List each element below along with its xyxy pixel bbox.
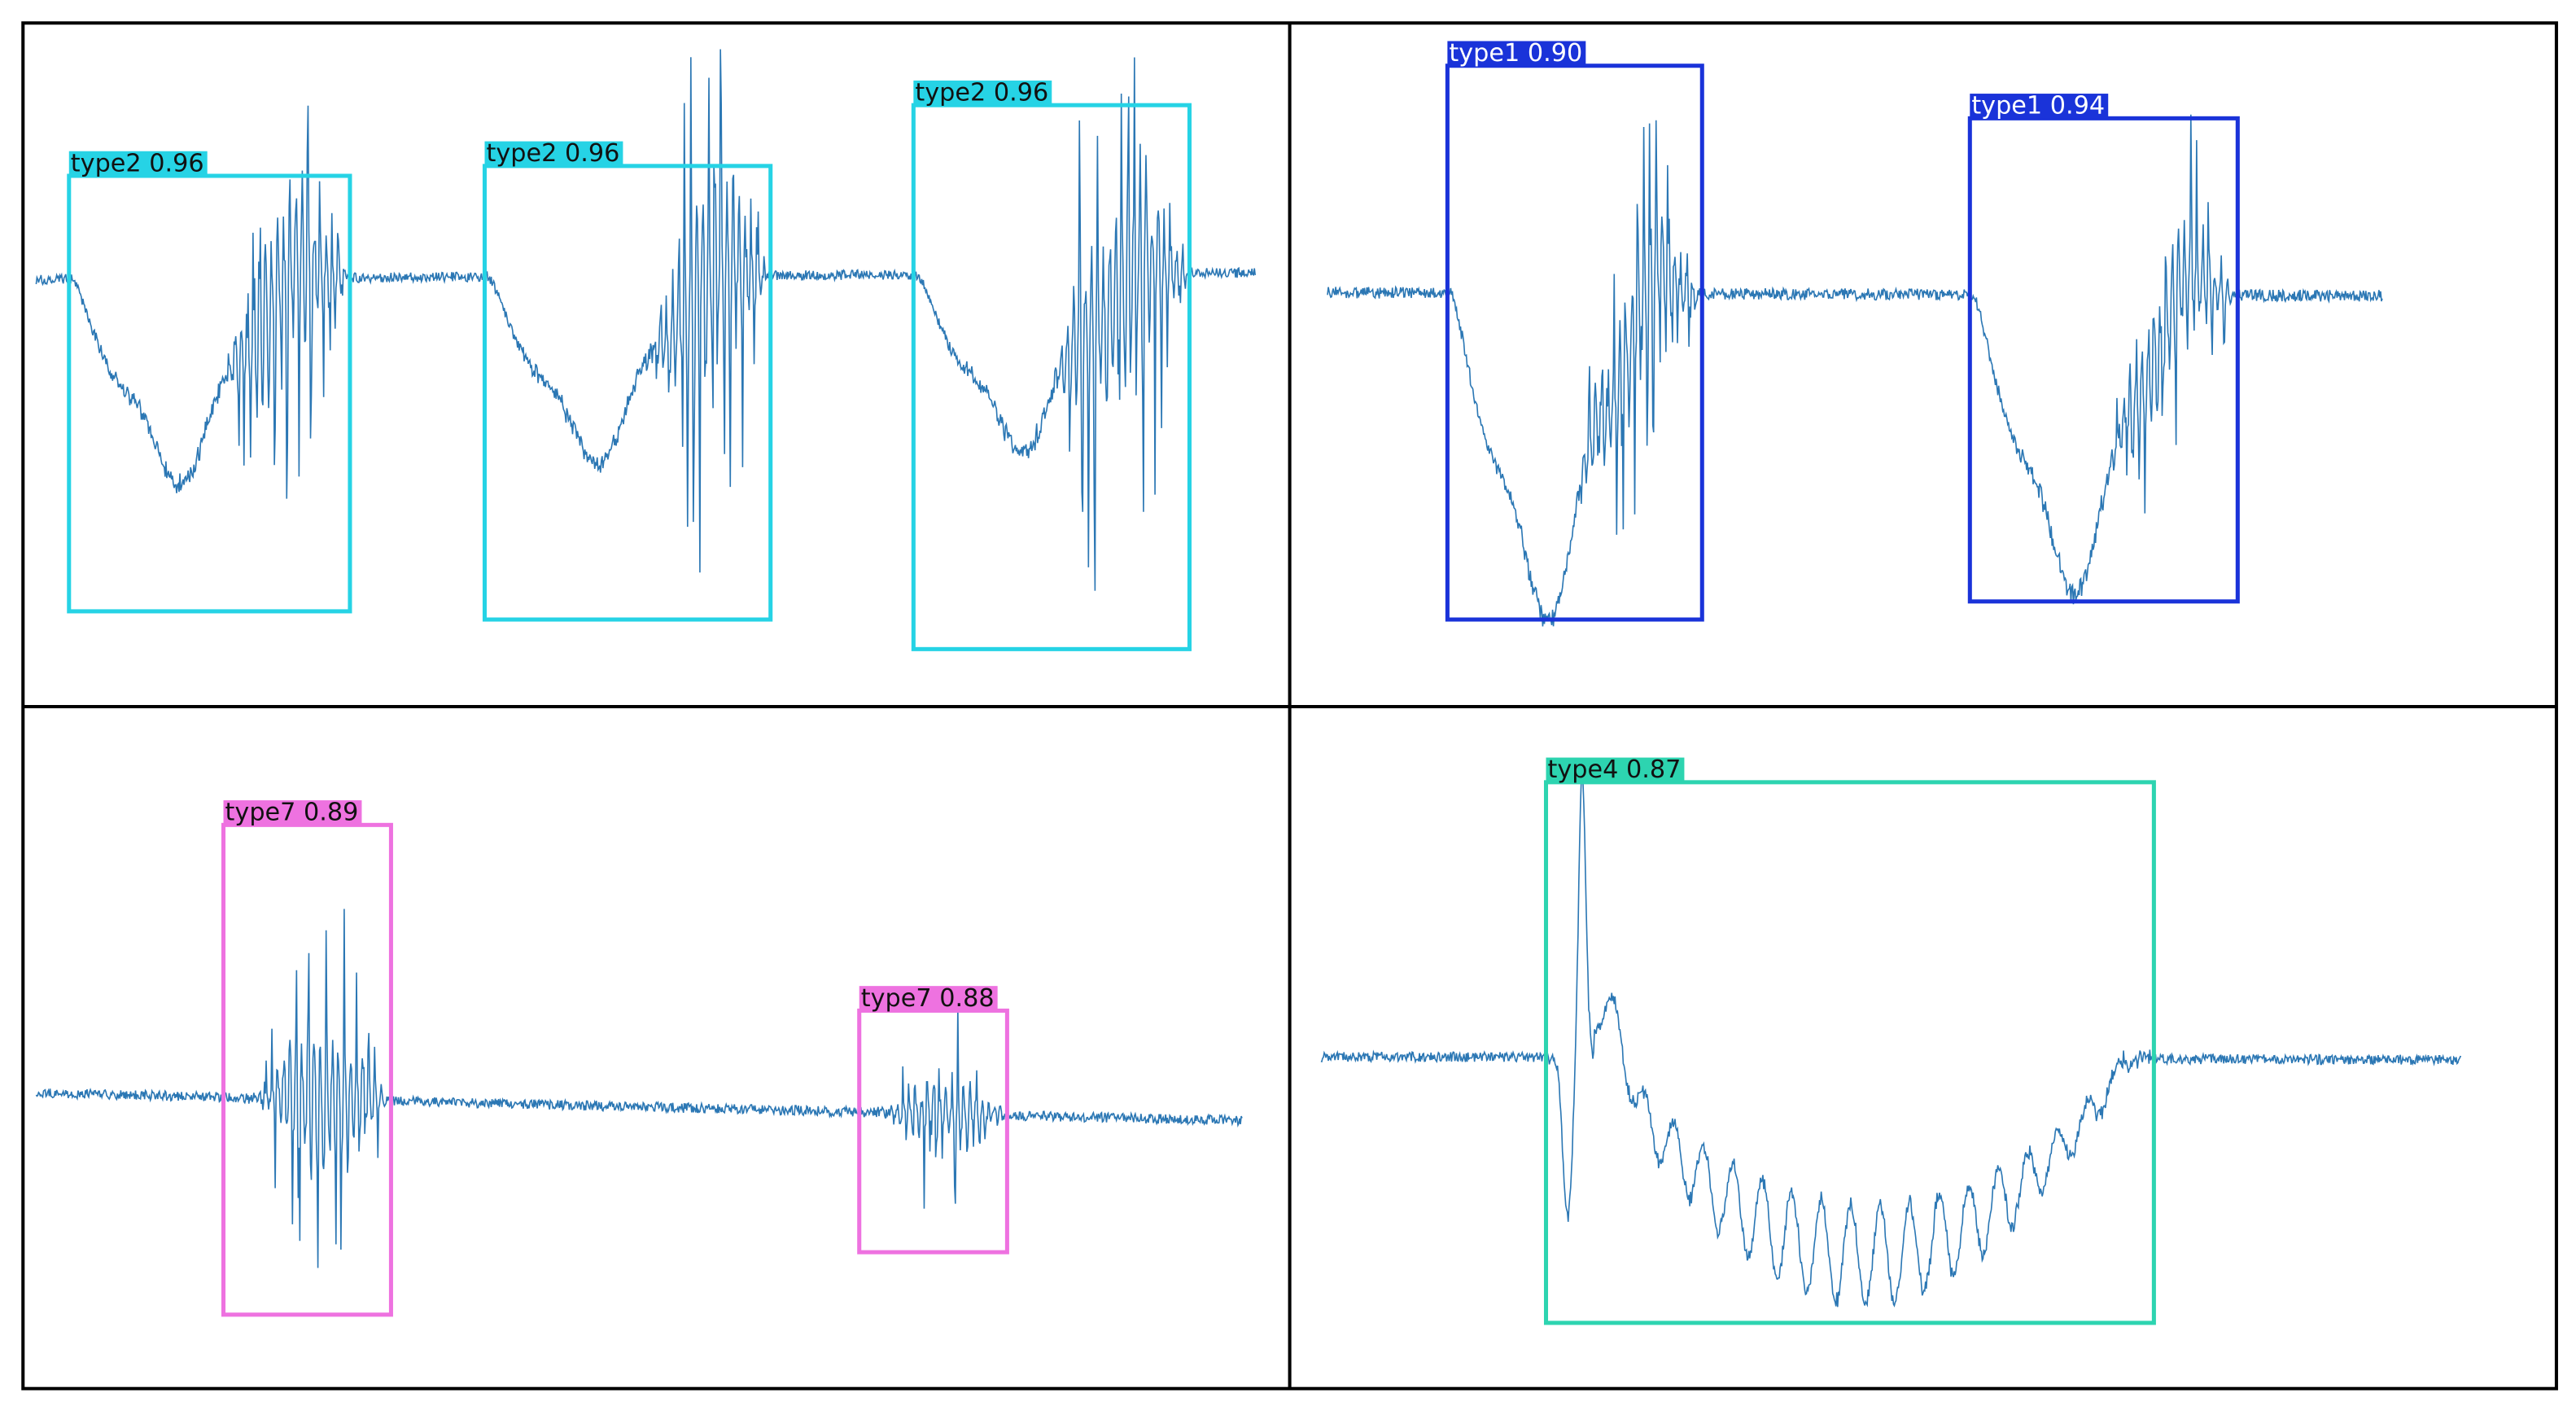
detection-label: type7 0.88 (861, 984, 995, 1013)
detection-box (482, 164, 773, 622)
label-background (1970, 94, 2109, 119)
figure-content: type2 0.96 type2 0.96 type2 0.96 type1 0.90… (21, 21, 2558, 1390)
panel: type4 0.87 (1320, 755, 2462, 1325)
detection-label: type1 0.94 (1971, 92, 2105, 120)
detection-label: type2 0.96 (915, 79, 1048, 107)
signal-trace (1327, 114, 2383, 627)
detection-label: type2 0.96 (487, 139, 620, 168)
label-background (1546, 757, 1685, 782)
panel: type2 0.96 type2 0.96 type2 0.96 (35, 49, 1257, 651)
label-background (859, 986, 998, 1011)
signal-trace (35, 49, 1257, 591)
detection-label: type1 0.90 (1449, 39, 1582, 68)
detection-label: type4 0.87 (1548, 755, 1682, 784)
detection-box (1543, 780, 2156, 1325)
signal-trace (1320, 776, 2462, 1307)
label-background (484, 141, 623, 166)
panel: type7 0.89 type7 0.88 (35, 799, 1243, 1317)
detection-box (67, 173, 352, 614)
panel: type1 0.90 type1 0.94 (1327, 39, 2383, 627)
detection-label: type2 0.96 (71, 149, 204, 177)
detection-label: type7 0.89 (225, 799, 359, 827)
label-background (1447, 41, 1586, 66)
label-background (223, 800, 362, 825)
label-background (913, 80, 1052, 106)
label-background (68, 151, 208, 176)
signal-trace (35, 909, 1243, 1268)
